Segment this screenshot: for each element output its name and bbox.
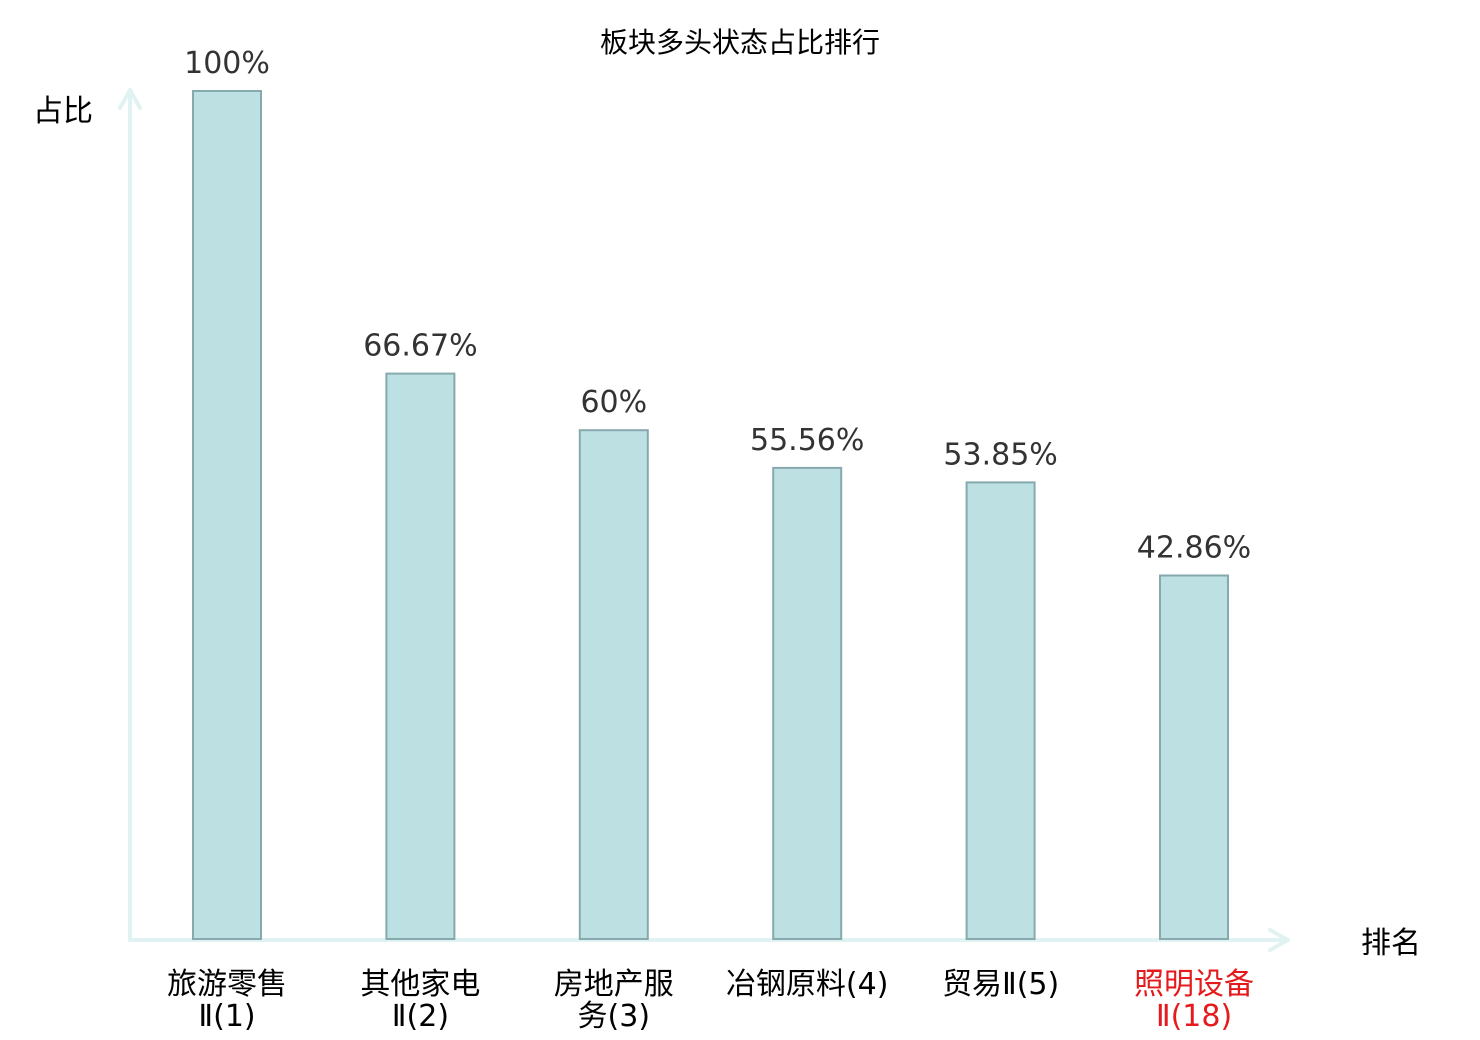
category-label-line: 其他家电 <box>360 967 480 1002</box>
bars-group <box>192 90 1229 941</box>
y-axis-label: 占比 <box>33 94 93 129</box>
bar-value-label: 100% <box>184 46 270 81</box>
bar-value-label: 53.85% <box>943 437 1057 472</box>
x-axis-label: 排名 <box>1361 926 1421 961</box>
category-label: 房地产服务(3) <box>554 967 674 1034</box>
bar <box>385 372 456 941</box>
category-label: 其他家电 Ⅱ(2) <box>360 967 480 1034</box>
chart-title: 板块多头状态占比排行 <box>600 26 880 59</box>
category-label-line: Ⅱ(1) <box>198 999 255 1034</box>
bar-value-label: 66.67% <box>363 329 477 364</box>
bar <box>965 481 1036 940</box>
bar <box>578 429 649 940</box>
category-label-line: 照明设备 <box>1134 967 1254 1002</box>
category-label-line: Ⅱ(18) <box>1156 999 1232 1034</box>
category-label-line: Ⅱ(2) <box>392 999 449 1034</box>
bar <box>1159 574 1229 940</box>
category-label-line: 旅游零售 <box>167 967 287 1002</box>
category-label: 冶钢原料(4) <box>726 967 889 1002</box>
category-label: 照明设备 Ⅱ(18) <box>1134 967 1254 1034</box>
category-label-line: 房地产服 <box>554 967 674 1002</box>
category-label-line: 务(3) <box>578 999 651 1034</box>
category-labels-group: 旅游零售 Ⅱ(1) 其他家电 Ⅱ(2) 房地产服务(3) 冶钢原料(4) 贸易Ⅱ(5) 照明设… <box>167 967 1254 1034</box>
category-label-line: 冶钢原料(4) <box>726 967 889 1002</box>
bar <box>772 466 843 940</box>
category-label-line: 贸易Ⅱ(5) <box>942 967 1059 1002</box>
x-axis-arrow-icon <box>1268 928 1290 952</box>
y-axis-arrow-icon <box>118 88 142 110</box>
bar <box>192 90 262 940</box>
bar-value-label: 42.86% <box>1137 531 1251 566</box>
category-label: 贸易Ⅱ(5) <box>942 967 1059 1002</box>
bar-value-label: 55.56% <box>750 423 864 458</box>
bar-value-label: 60% <box>580 385 647 420</box>
category-label: 旅游零售 Ⅱ(1) <box>167 967 287 1034</box>
axes <box>118 88 1290 952</box>
value-labels-group: 100% 66.67% 60% 55.56% 53.85% 42.86% <box>184 46 1251 566</box>
